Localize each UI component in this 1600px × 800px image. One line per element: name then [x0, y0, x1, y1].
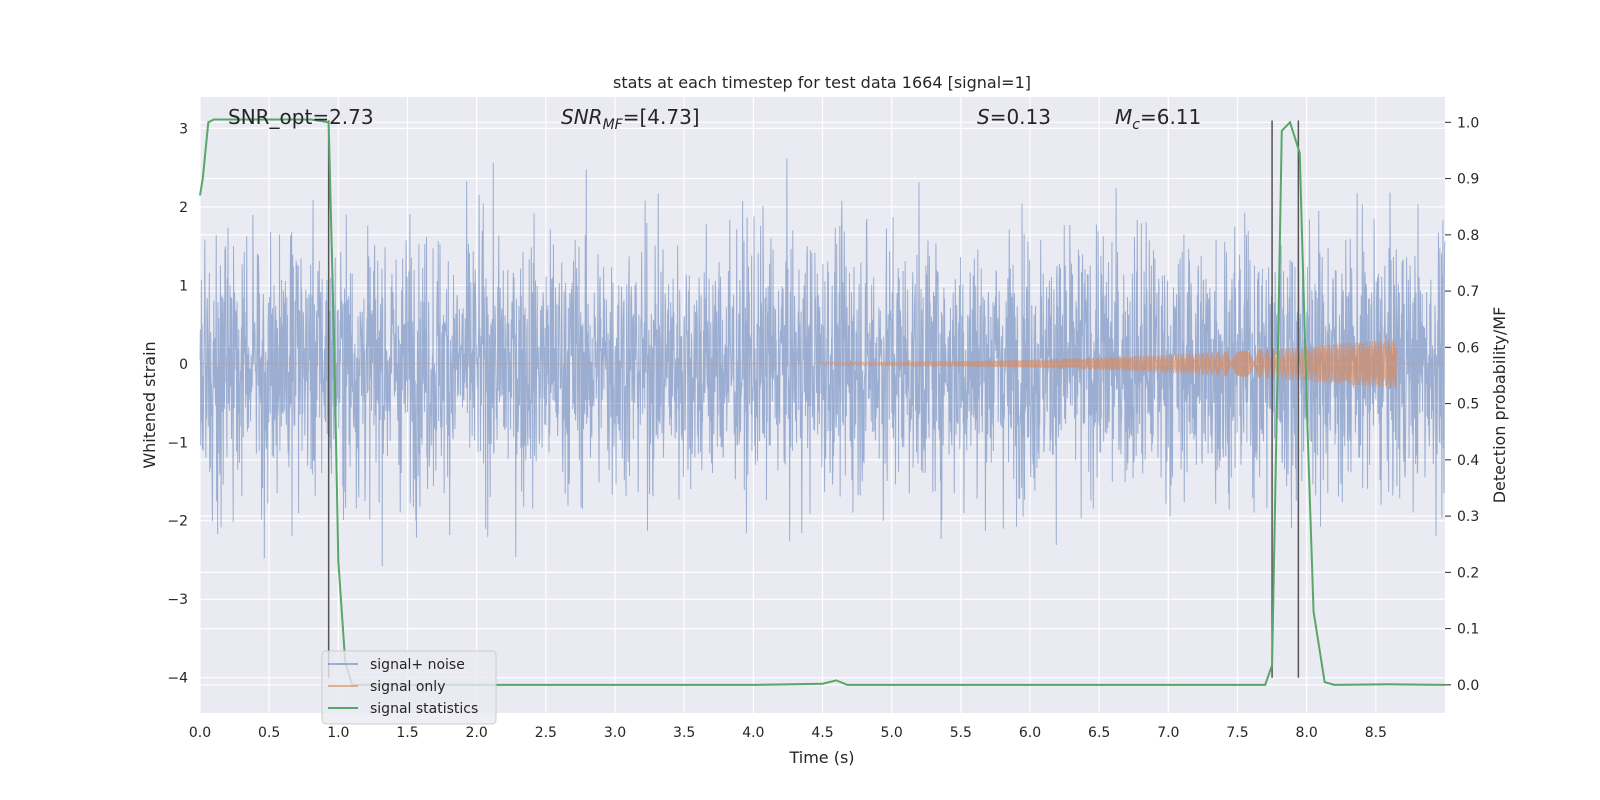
y2-tick-label: 0.4 [1457, 453, 1479, 469]
legend-label-stats: signal statistics [370, 701, 478, 717]
x-tick-label: 6.5 [1088, 725, 1110, 741]
x-tick-label: 7.5 [1226, 725, 1248, 741]
legend-box [321, 650, 497, 725]
legend-label-noise: signal+ noise [370, 657, 465, 673]
signal-only-series [200, 339, 1445, 389]
x-tick-label: 8.5 [1365, 725, 1387, 741]
signal-noise-line [199, 158, 1446, 566]
y-tick-labels: −4 −3 −2 −1 0 1 2 3 [167, 121, 188, 686]
x-tick-label: 3.0 [604, 725, 626, 741]
y2-tick-label: 0.3 [1457, 509, 1479, 525]
signal-statistics-series [199, 118, 1446, 686]
x-tick-label: 5.0 [881, 725, 903, 741]
x-tick-label: 4.5 [811, 725, 833, 741]
x-tick-label: 4.0 [742, 725, 764, 741]
annotation-snr-opt: SNR_opt=2.73 [228, 105, 374, 129]
x-tick-label: 7.0 [1157, 725, 1179, 741]
y-tick-label: 0 [179, 357, 188, 373]
vertical-markers [327, 120, 1300, 678]
x-tick-label: 2.5 [535, 725, 557, 741]
x-tick-label: 8.0 [1296, 725, 1318, 741]
x-tick-label: 0.0 [189, 725, 211, 741]
x-tick-labels: 0.0 0.5 1.0 1.5 2.0 2.5 3.0 3.5 4.0 4.5 5.0 5.5 6.0 6… [189, 725, 1387, 741]
signal-only-line [200, 339, 1445, 389]
legend-label-signal: signal only [370, 679, 445, 695]
y-tick-label: 1 [179, 278, 188, 294]
y-tick-label: −1 [167, 435, 188, 451]
y-tick-label: 3 [179, 121, 188, 137]
y-tick-label: 2 [179, 200, 188, 216]
x-tick-label: 3.5 [673, 725, 695, 741]
y2-tick-label: 0.8 [1457, 228, 1479, 244]
x-tick-label: 1.5 [396, 725, 418, 741]
y2-axis-title: Detection probability/MF [1490, 307, 1509, 504]
x-tick-label: 0.5 [258, 725, 280, 741]
y2-tick-label: 0.2 [1457, 565, 1479, 581]
x-tick-label: 5.5 [950, 725, 972, 741]
y2-tick-label: 0.1 [1457, 622, 1479, 638]
y2-tick-label: 1.0 [1457, 115, 1479, 131]
y2-tick-label: 0.6 [1457, 340, 1479, 356]
y-tick-label: −4 [167, 671, 188, 687]
y2-tick-label: 0.7 [1457, 284, 1479, 300]
y-tick-label: −3 [167, 592, 188, 608]
x-tick-label: 2.0 [466, 725, 488, 741]
x-tick-label: 1.0 [327, 725, 349, 741]
signal-statistics-line [199, 118, 1446, 686]
x-axis-title: Time (s) [788, 748, 854, 767]
y-axis-title: Whitened strain [140, 341, 159, 468]
chart-title: stats at each timestep for test data 166… [613, 73, 1031, 92]
y2-tick-label: 0.9 [1457, 172, 1479, 188]
legend: signal+ noise signal only signal statist… [321, 650, 497, 725]
annotations: SNR_opt=2.73 SNRMF=[4.73] S=0.13 Mc=6.11 [228, 105, 1201, 133]
annotation-s: S=0.13 [977, 105, 1051, 129]
y2-tick-label: 0.5 [1457, 397, 1479, 413]
x-tick-label: 6.0 [1019, 725, 1041, 741]
y-tick-label: −2 [167, 514, 188, 530]
annotation-mc: Mc=6.11 [1115, 105, 1201, 133]
y2-tick-labels: 0.0 0.1 0.2 0.3 0.4 0.5 0.6 0.7 0.8 0.9 1.0 [1445, 115, 1479, 694]
signal-noise-series [199, 158, 1446, 566]
annotation-snr-mf: SNRMF=[4.73] [561, 105, 700, 133]
y2-tick-label: 0.0 [1457, 678, 1479, 694]
